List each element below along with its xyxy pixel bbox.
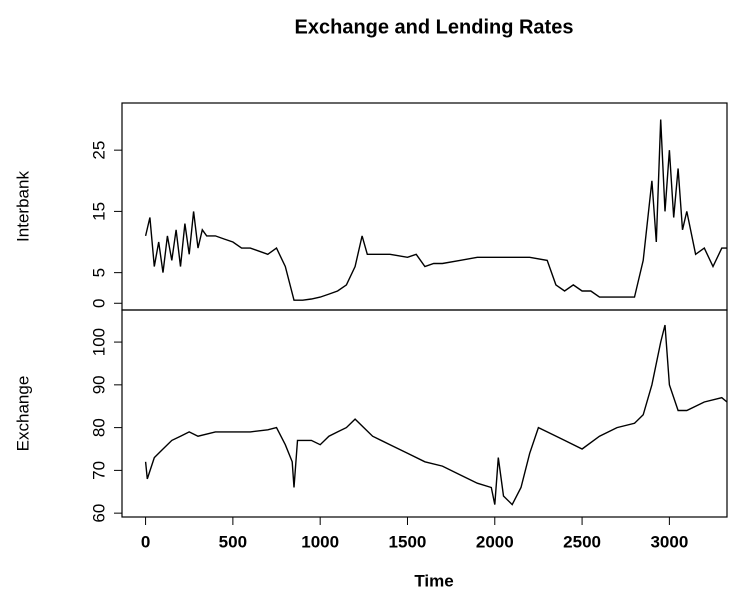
x-tick-label: 1000 xyxy=(301,532,339,551)
panel-frame xyxy=(121,309,728,518)
y-tick-label: 25 xyxy=(89,141,108,160)
y-tick-label: 15 xyxy=(89,202,108,221)
y-tick-label: 70 xyxy=(89,461,108,480)
x-tick-label: 0 xyxy=(141,532,150,551)
series-line xyxy=(144,119,727,301)
x-tick-label: 3000 xyxy=(650,532,688,551)
y-tick-label: 90 xyxy=(89,375,108,394)
y-axis-label: Exchange xyxy=(13,376,32,452)
x-tick-label: 2000 xyxy=(476,532,514,551)
x-tick-label: 1500 xyxy=(389,532,427,551)
x-tick-label: 500 xyxy=(219,532,247,551)
y-axis-label: Interbank xyxy=(13,171,32,242)
series-line xyxy=(144,324,728,506)
y-tick-label: 0 xyxy=(89,299,108,308)
x-axis-label: Time xyxy=(414,571,453,590)
chart-title: Exchange and Lending Rates xyxy=(295,16,574,38)
y-tick-label: 60 xyxy=(89,504,108,523)
y-tick-label: 5 xyxy=(89,268,108,277)
x-tick-label: 2500 xyxy=(563,532,601,551)
y-tick-label: 100 xyxy=(89,328,108,356)
y-tick-label: 80 xyxy=(89,418,108,437)
panel-frame xyxy=(121,102,728,311)
